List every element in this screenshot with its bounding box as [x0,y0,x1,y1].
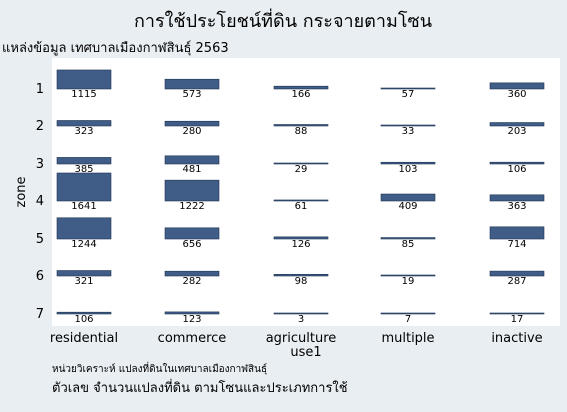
bar-zone2-inactive [489,122,545,127]
bar-zone5-commerce [164,227,220,240]
value-label: 203 [507,126,526,137]
value-label: 29 [295,164,308,175]
bar-zone6-agriculture [273,274,329,277]
category-tick-label: residential [50,331,118,346]
value-label: 98 [295,276,308,287]
bar-zone3-multiple [380,161,436,165]
zone-tick-label: 5 [36,232,44,247]
value-label: 7 [405,314,411,325]
value-label: 1244 [71,239,96,250]
bar-zone6-residential [56,270,112,277]
bar-zone1-commerce [164,78,220,90]
zone-tick-label: 2 [36,119,44,134]
bar-zone4-residential [56,172,112,202]
value-label: 106 [74,314,93,325]
bar-zone6-multiple [380,274,436,277]
value-label: 282 [182,276,201,287]
value-label: 360 [507,89,526,100]
value-label: 1641 [71,201,96,212]
value-label: 88 [295,126,308,137]
value-label: 321 [74,276,93,287]
zone-tick-label: 1 [36,82,44,97]
chart-title: การใช้ประโยชน์ที่ดิน กระจายตามโซน [134,8,432,32]
bar-zone5-agriculture [273,236,329,240]
bar-zone4-inactive [489,194,545,202]
bar-zone7-multiple [380,312,436,315]
value-label: 1115 [71,89,96,100]
bar-zone3-inactive [489,161,545,165]
value-label: 33 [402,126,415,137]
zone-tick-label: 4 [36,194,44,209]
category-tick-label: commerce [158,331,227,346]
value-label: 3 [298,314,304,325]
y-axis-label: zone [14,176,29,207]
zone-tick-label: 3 [36,157,44,172]
bar-zone5-inactive [489,226,545,240]
bar-zone5-residential [56,217,112,240]
category-tick-label: agriculture [266,331,337,346]
value-label: 287 [507,276,526,287]
value-label: 280 [182,126,201,137]
bar-zone1-inactive [489,82,545,90]
bar-zone7-commerce [164,311,220,315]
value-label: 363 [507,201,526,212]
value-label: 166 [291,89,310,100]
zone-tick-label: 7 [36,307,44,322]
value-label: 409 [398,201,417,212]
category-tick-labels: residential commerce agriculture multiple in… [50,331,543,346]
value-label: 103 [398,164,417,175]
bar-zone2-multiple [380,124,436,127]
bar-zone7-inactive [489,312,545,315]
value-label: 85 [402,239,415,250]
value-label: 61 [295,201,308,212]
value-label: 17 [511,314,524,325]
bar-zone3-commerce [164,155,220,165]
bar-zone5-multiple [380,237,436,240]
bar-zone6-commerce [164,270,220,277]
value-label: 106 [507,164,526,175]
value-label: 323 [74,126,93,137]
bar-zone4-multiple [380,193,436,202]
bar-zone2-commerce [164,120,220,127]
x-axis-label: use1 [290,345,321,360]
value-label: 19 [402,276,415,287]
category-tick-label: multiple [381,331,434,346]
bar-zone2-residential [56,120,112,127]
bar-zone7-residential [56,311,112,315]
bar-zone1-multiple [380,87,436,90]
bar-zone3-residential [56,157,112,165]
value-label: 123 [182,314,201,325]
bar-zone1-agriculture [273,85,329,90]
value-label: 481 [182,164,201,175]
value-label: 385 [74,164,93,175]
value-label: 126 [291,239,310,250]
value-label: 1222 [179,201,204,212]
value-label: 573 [182,89,201,100]
zone-tick-label: 6 [36,269,44,284]
bar-zone2-agriculture [273,124,329,127]
value-label: 57 [402,89,415,100]
chart-note: หน่วยวิเคราะห์ แปลงที่ดินในเทศบาลเมืองกา… [52,361,267,375]
bar-zone4-agriculture [273,199,329,202]
bar-zone4-commerce [164,179,220,202]
zone-tick-labels: 1 2 3 4 5 6 7 [36,82,44,322]
chart-subtitle: แหล่งข้อมูล เทศบาลเมืองกาฬสินธุ์ 2563 [2,40,229,56]
value-label: 656 [182,239,201,250]
bar-zone3-agriculture [273,162,329,165]
value-label: 714 [507,239,526,250]
bar-zone6-inactive [489,270,545,277]
category-tick-label: inactive [491,331,542,346]
bar-zone7-agriculture [273,312,329,315]
plot-area [52,58,560,326]
chart-caption: ตัวเลข จำนวนแปลงที่ดิน ตามโซนและประเภทกา… [52,379,348,396]
bar-zone1-residential [56,69,112,90]
